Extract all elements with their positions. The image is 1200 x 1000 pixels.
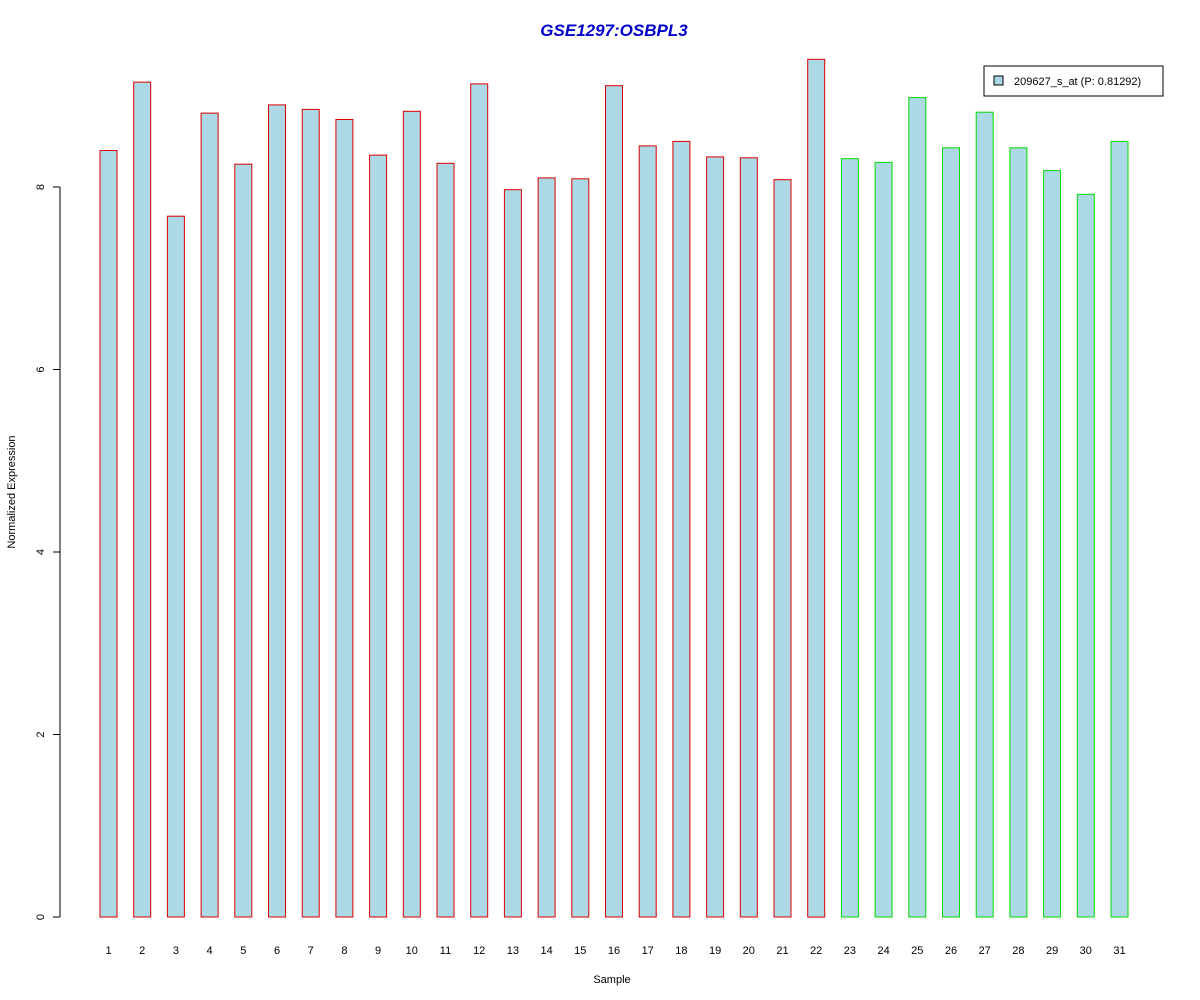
legend: 209627_s_at (P: 0.81292): [983, 65, 1164, 97]
bar-sample-20: [739, 157, 758, 918]
legend-swatch: [993, 75, 1004, 86]
bar-sample-27: [975, 111, 994, 918]
bar-sample-7: [301, 108, 320, 918]
x-tick-label: 21: [776, 945, 788, 957]
x-tick-label: 14: [540, 945, 552, 957]
x-tick-label: 11: [440, 945, 451, 957]
bar-sample-14: [537, 177, 556, 918]
bar-sample-17: [638, 145, 657, 918]
bars-layer: [99, 58, 1129, 918]
legend-box: [983, 65, 1164, 97]
bar-sample-21: [773, 179, 792, 918]
x-tick-label: 8: [341, 945, 347, 957]
y-axis: 0 2 4 6 8: [35, 184, 61, 920]
bar-sample-26: [942, 147, 960, 918]
x-tick-label: 28: [1012, 945, 1024, 957]
x-tick-label: 22: [810, 945, 822, 957]
x-tick-label: 17: [642, 945, 654, 957]
bar-sample-28: [1009, 147, 1028, 918]
y-tick-label: 4: [35, 549, 47, 555]
x-tick-label: 7: [308, 945, 314, 957]
legend-label: 209627_s_at (P: 0.81292): [1014, 76, 1141, 88]
x-tick-label: 1: [105, 945, 111, 957]
bar-sample-16: [605, 85, 623, 918]
bar-sample-15: [571, 178, 590, 918]
bar-sample-9: [369, 154, 388, 918]
bar-sample-2: [133, 81, 152, 918]
x-axis-label: Sample: [593, 974, 630, 986]
y-axis-label: Normalized Expression: [6, 435, 18, 548]
y-tick-label: 2: [35, 731, 47, 737]
x-tick-label: 5: [240, 945, 246, 957]
bar-sample-8: [335, 119, 354, 918]
bar-sample-19: [706, 156, 725, 918]
x-tick-label: 2: [139, 945, 145, 957]
y-tick-label: 6: [35, 366, 47, 372]
bar-sample-31: [1110, 140, 1129, 918]
y-tick-label: 8: [35, 184, 47, 190]
bar-sample-10: [402, 110, 421, 918]
bar-sample-18: [672, 140, 691, 918]
bar-sample-25: [908, 97, 927, 918]
x-tick-label: 27: [979, 945, 991, 957]
x-tick-label: 30: [1080, 945, 1092, 957]
x-tick-label: 23: [844, 945, 856, 957]
y-tick-label: 0: [35, 914, 47, 920]
x-tick-label: 6: [274, 945, 280, 957]
x-tick-label: 29: [1046, 945, 1058, 957]
bar-sample-30: [1076, 193, 1095, 918]
bar-sample-4: [200, 112, 219, 918]
x-tick-label: 20: [743, 945, 755, 957]
x-tick-label: 24: [877, 945, 889, 957]
x-tick-label: 10: [406, 945, 418, 957]
x-tick-label: 26: [945, 945, 957, 957]
bar-sample-3: [166, 215, 185, 918]
bar-sample-6: [268, 104, 286, 918]
bar-sample-13: [503, 189, 522, 918]
x-tick-label: 16: [608, 945, 620, 957]
x-tick-label: 31: [1113, 945, 1125, 957]
x-tick-label: 13: [507, 945, 519, 957]
bar-sample-29: [1043, 170, 1062, 918]
x-tick-label: 12: [473, 945, 485, 957]
x-tick-label: 25: [911, 945, 923, 957]
bar-sample-5: [234, 163, 253, 918]
x-tick-label: 15: [574, 945, 586, 957]
x-tick-label: 9: [375, 945, 381, 957]
bar-sample-22: [807, 58, 826, 918]
bar-sample-1: [99, 150, 118, 918]
x-tick-label: 18: [675, 945, 687, 957]
x-tick-label: 3: [173, 945, 179, 957]
bar-sample-23: [840, 158, 859, 918]
x-tick-label: 19: [709, 945, 721, 957]
bar-sample-12: [470, 83, 489, 918]
x-axis: 1 2 3 4 5 6 7 8 9 10 11 12 13 14 15 16 17 18 19 20 21 22 23 24 2…: [105, 945, 1125, 957]
x-tick-label: 4: [207, 945, 213, 957]
bar-sample-24: [874, 161, 893, 918]
chart-title: GSE1297:OSBPL3: [540, 21, 688, 40]
bar-sample-11: [436, 162, 455, 918]
